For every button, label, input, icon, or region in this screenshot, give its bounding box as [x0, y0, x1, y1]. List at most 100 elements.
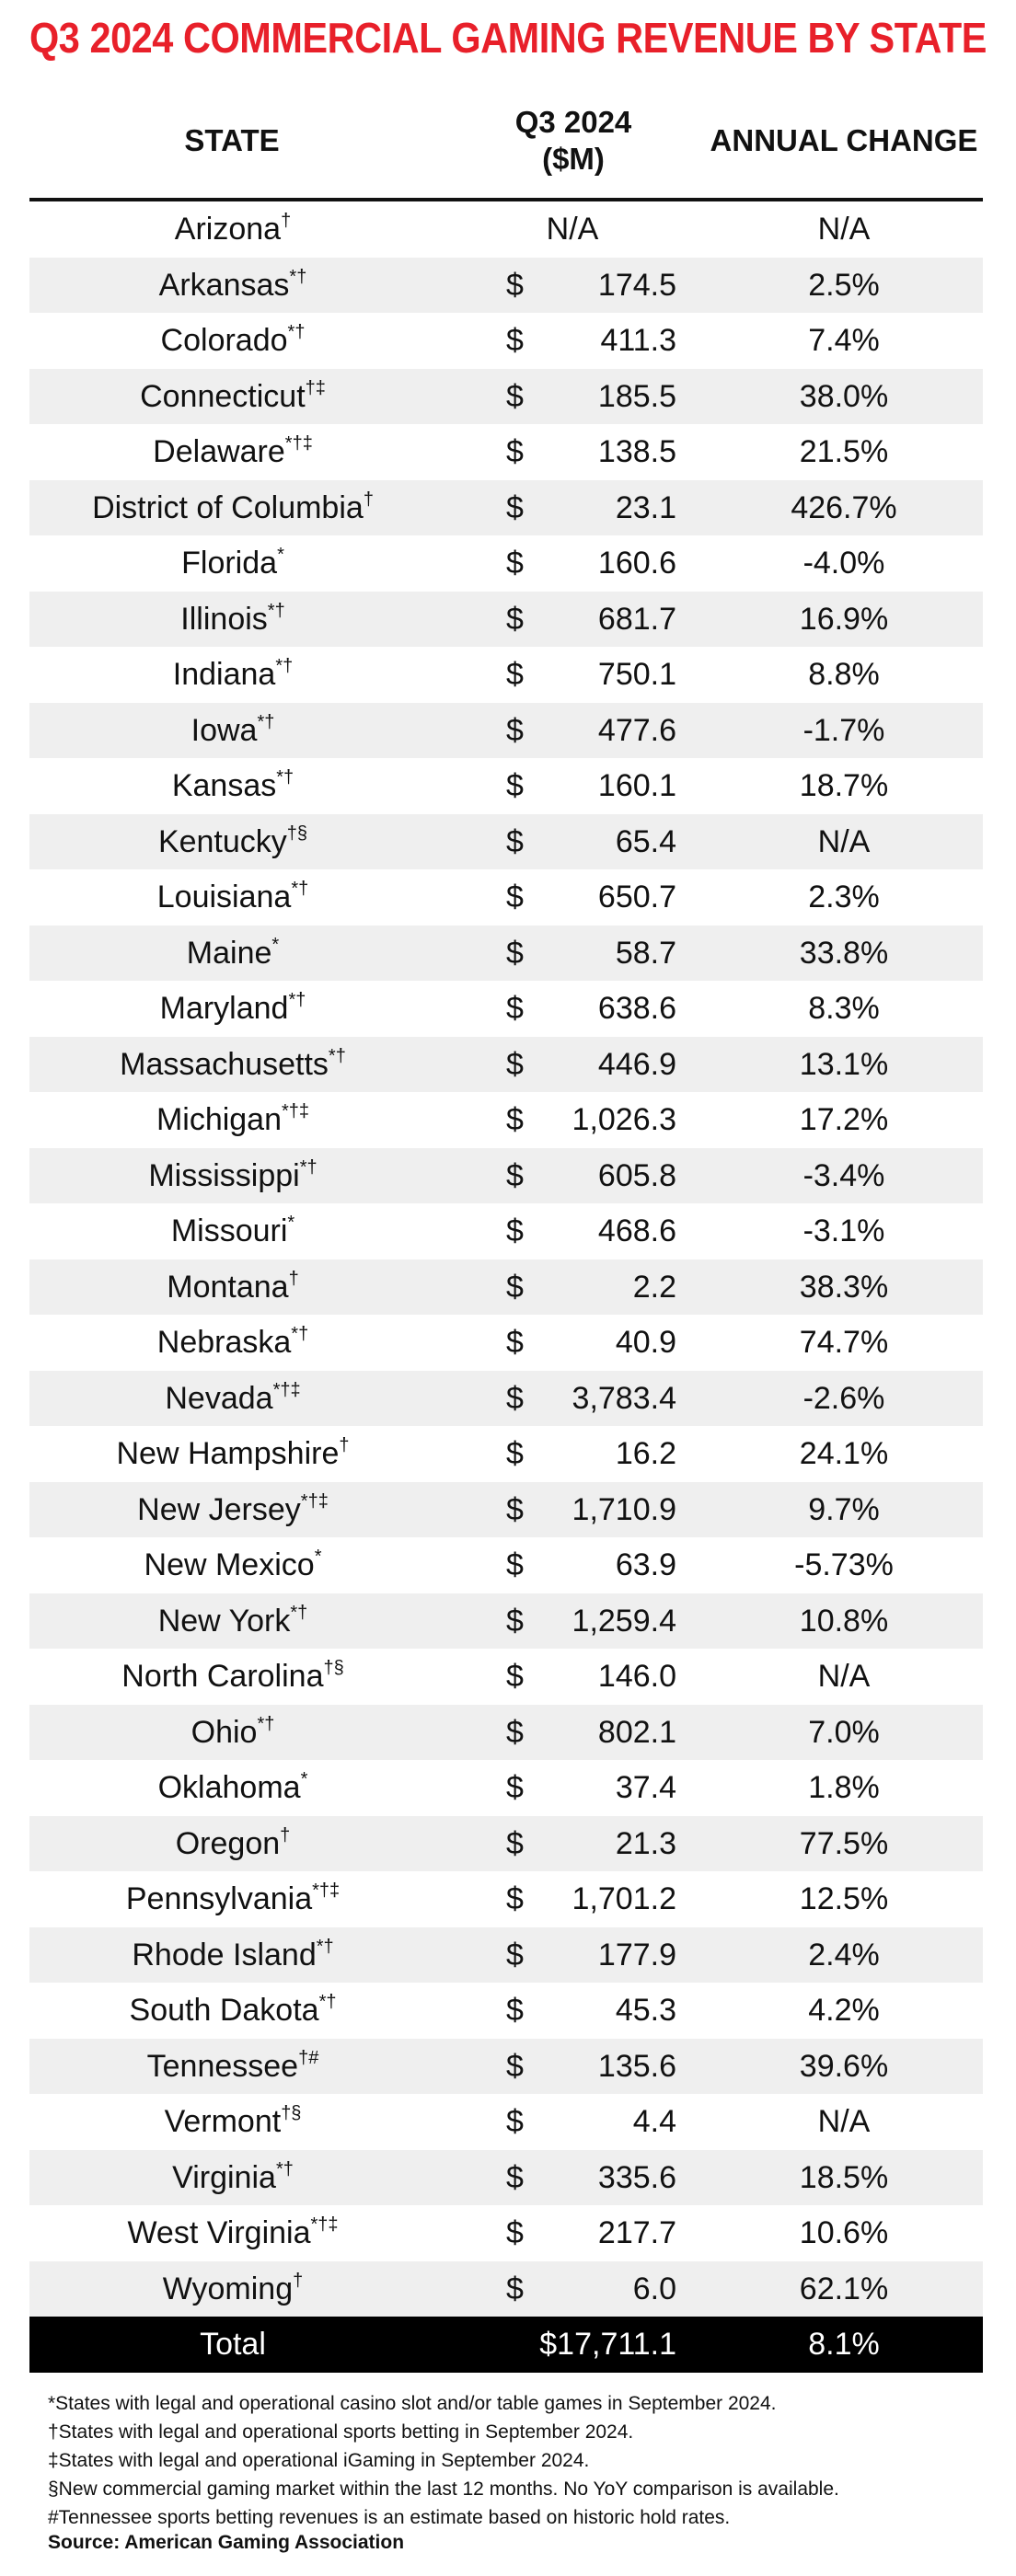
state-cell: Indiana*† [29, 647, 436, 703]
annual-change: 38.0% [799, 378, 889, 414]
table-row: Arkansas*† $174.5 2.5% [29, 257, 983, 313]
revenue: 4.4 [632, 2104, 676, 2139]
annual-change: -5.73% [794, 1547, 894, 1582]
annual-change: N/A [817, 2104, 871, 2139]
table-row: Kentucky†§ $65.4 N/A [29, 813, 983, 870]
annual-change: 8.8% [808, 657, 880, 692]
annual-change: -1.7% [802, 712, 885, 748]
state-name: New Mexico [144, 1547, 315, 1582]
annual-change: 18.5% [799, 2159, 889, 2195]
state-name: New York [157, 1603, 291, 1639]
state-name: Arkansas [158, 267, 290, 303]
state-cell: Nevada*†‡ [29, 1371, 436, 1427]
state-name: Maine [186, 935, 272, 971]
table-row: Michigan*†‡ $1,026.3 17.2% [29, 1092, 983, 1148]
table-row: Virginia*† $335.6 18.5% [29, 2149, 983, 2206]
revenue: 40.9 [615, 1325, 676, 1360]
revenue: 477.6 [597, 712, 676, 748]
state-cell: New Jersey*†‡ [29, 1482, 436, 1538]
footnote-marks: †§ [286, 822, 308, 844]
footnote: §New commercial gaming market within the… [48, 2478, 839, 2500]
revenue: 16.2 [615, 1436, 676, 1471]
footnote-marks: *†‡ [312, 1880, 341, 1901]
revenue: 160.1 [597, 768, 676, 803]
currency: $ [506, 1436, 524, 1471]
state-name: Michigan [156, 1102, 283, 1137]
state-cell: Massachusetts*† [29, 1037, 436, 1093]
currency: $ [506, 1157, 524, 1193]
state-cell: Ohio*† [29, 1705, 436, 1761]
currency: $ [506, 489, 524, 525]
footnote-marks: * [287, 1213, 295, 1233]
revenue: 217.7 [597, 2215, 676, 2250]
state-cell: Kentucky†§ [29, 814, 436, 870]
annual-change: 8.3% [808, 991, 880, 1026]
state-cell: Delaware*†‡ [29, 424, 436, 480]
revenue: 681.7 [597, 601, 676, 637]
state-cell: Virginia*† [29, 2150, 436, 2206]
annual-change: 62.1% [799, 2271, 889, 2306]
revenue: 185.5 [597, 378, 676, 414]
revenue: 135.6 [597, 2048, 676, 2084]
footnote-marks: *†‡ [300, 1490, 329, 1512]
table-row: Mississippi*† $605.8 -3.4% [29, 1147, 983, 1203]
annual-change: N/A [817, 212, 871, 247]
state-name: Virginia [172, 2159, 276, 2195]
revenue: 650.7 [597, 880, 676, 914]
revenue: 6.0 [632, 2271, 676, 2306]
currency: $ [506, 880, 524, 914]
annual-change: 39.6% [799, 2048, 889, 2084]
footnote-marks: †§ [281, 2103, 302, 2123]
state-cell: Oregon† [29, 1816, 436, 1872]
state-cell: Wyoming† [29, 2261, 436, 2317]
revenue: 160.6 [597, 546, 676, 581]
currency: $ [506, 2104, 524, 2139]
annual-change: 74.7% [799, 1325, 889, 1360]
state-name: Delaware [153, 434, 285, 469]
state-name: Mississippi [148, 1157, 300, 1193]
state-name: Oregon [175, 1825, 281, 1861]
table-row: Louisiana*† $650.7 2.3% [29, 869, 983, 926]
footnote-marks: *† [287, 322, 306, 342]
state-name: Florida [181, 546, 278, 581]
revenue: 1,026.3 [572, 1102, 676, 1137]
annual-change: 21.5% [799, 434, 889, 469]
state-name: Montana [167, 1269, 289, 1305]
annual-change: 9.7% [808, 1491, 880, 1527]
currency: $ [506, 1714, 524, 1750]
currency: $ [506, 1325, 524, 1360]
revenue: 58.7 [615, 935, 676, 971]
table-row: South Dakota*† $45.3 4.2% [29, 1983, 983, 2039]
table-row: Delaware*†‡ $138.5 21.5% [29, 424, 983, 480]
annual-change: 17.2% [799, 1102, 889, 1137]
table-row: New Mexico* $63.9 -5.73% [29, 1537, 983, 1593]
currency: $ [506, 1046, 524, 1082]
annual-change: 426.7% [791, 489, 897, 525]
table-row: Arizona† N/A N/A [29, 201, 983, 258]
table-row: Ohio*† $802.1 7.0% [29, 1704, 983, 1761]
state-cell: Florida* [29, 535, 436, 592]
state-cell: South Dakota*† [29, 1983, 436, 2039]
state-name: Nevada [165, 1380, 273, 1416]
annual-change: 33.8% [799, 935, 889, 971]
state-name: Rhode Island [132, 1937, 317, 1972]
state-name: Illinois [180, 601, 268, 637]
table-row: Pennsylvania*†‡ $1,701.2 12.5% [29, 1871, 983, 1927]
table-row: Montana† $2.2 38.3% [29, 1259, 983, 1315]
revenue: 146.0 [597, 1659, 676, 1694]
state-name: Maryland [159, 991, 289, 1026]
revenue: 605.8 [597, 1157, 676, 1193]
state-name: North Carolina [121, 1659, 324, 1694]
footnote-marks: *† [291, 1324, 309, 1344]
currency: $ [506, 1770, 524, 1805]
footnote-marks: *† [257, 1713, 275, 1734]
annual-change: 10.8% [799, 1603, 889, 1639]
state-cell: New York*† [29, 1593, 436, 1650]
revenue: 174.5 [597, 267, 676, 303]
currency: $ [506, 323, 524, 358]
revenue: 177.9 [597, 1937, 676, 1972]
table-row: Kansas*† $160.1 18.7% [29, 758, 983, 814]
footnote-marks: *† [290, 1602, 308, 1623]
table-row: Tennessee†# $135.6 39.6% [29, 2038, 983, 2094]
